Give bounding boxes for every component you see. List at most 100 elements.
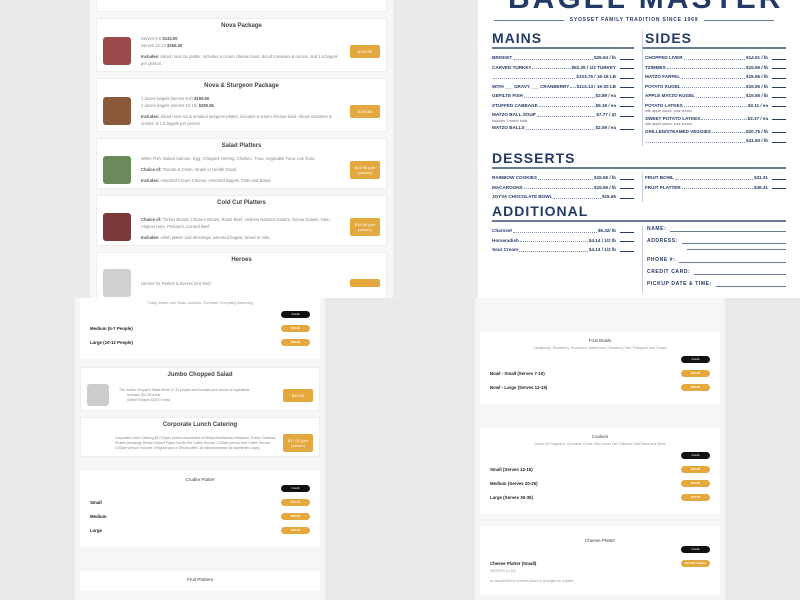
menu-item-name: TZIMMES [645,64,666,70]
form-field: PICKUP DATE & TIME: [647,281,786,287]
quantity-blank[interactable] [772,101,786,107]
menu-item: WITH ___ GRAVY ___ CRANBERRY $114.13 / 16… [492,82,634,92]
product-subtitle: Cantaloupe, Strawberry, Honeydew, Waterm… [533,346,667,350]
quantity-blank[interactable] [772,53,786,60]
product-card: Jumbo Chopped Salad The Jumbo Chopped Sal… [80,367,320,411]
add-to-cart-button[interactable]: $59.95 [681,384,710,391]
option-row: Bowl - Small (Serves 7-10) $39.95 [490,370,710,377]
add-to-cart-button[interactable]: $69.99 [281,339,310,346]
option-row: Small $72.12 [90,499,310,506]
menu-item-price: $15.55 / lb [746,83,768,89]
menu-item-price: $36.31 [753,184,768,190]
menu-item-name: Sour Cream [492,247,519,252]
add-to-cart-button[interactable]: $82.95 [281,513,310,520]
menu-item-name: JOYVA CHOCOLATE BOWL [492,194,553,199]
quantity-blank[interactable] [620,53,634,60]
order-button[interactable]: $45.00 [283,388,313,402]
mains-title: MAINS [492,31,634,49]
quantity-blank[interactable] [620,101,634,107]
quantity-blank[interactable] [620,91,634,98]
form-blank[interactable] [681,238,786,244]
menu-item-price: $15.55 / lb [746,93,768,98]
line-price: $159.50 [194,96,210,101]
order-button[interactable]: $17.00 (per person) [283,434,313,452]
order-button[interactable]: $19.96 (per person) [350,160,380,179]
quantity-blank[interactable] [772,72,786,79]
credit-button[interactable]: Credit [681,452,710,459]
add-to-cart-button[interactable]: $93.30 [281,527,310,534]
product-title: Fruit Bowls [588,338,612,343]
option-label: Large [90,528,102,533]
menu-item-price: $3.37 / ea [747,115,768,121]
add-to-cart-button[interactable]: $39.95 [681,466,710,473]
option-label: Small [90,500,102,505]
add-to-cart-button[interactable]: $63.00 / Platter [681,560,710,567]
add-to-cart-button[interactable]: $61.50 [681,480,710,487]
form-blank[interactable] [694,269,786,275]
menu-item: POTATO LATKES $3.11 / ea [645,101,786,111]
product-card: Heroes Heroes for Parties & Events (3-6 f… [96,252,387,298]
quantity-blank[interactable] [620,72,634,79]
order-button[interactable] [350,279,380,287]
quantity-blank[interactable] [620,245,634,252]
credit-button[interactable]: Credit [281,311,310,318]
product-title: Cheese Platter [584,538,616,543]
menu-item: STUFFED CABBAGE $5.19 / ea [492,101,634,111]
menu-item-price: $25.94 / lb [594,55,616,60]
quantity-blank[interactable] [620,236,634,242]
form-field: PHONE #: [647,257,786,263]
product-title: Heroes [231,257,252,263]
form-blank[interactable] [679,257,786,263]
option-label: Medium (5-7 People) [90,326,133,331]
menu-item: APPLE MATZO KUGEL $15.55 / lb [645,91,786,101]
credit-button[interactable]: Credit [681,356,710,363]
menu-item: MATZO BALLS $2.59 / ea [492,123,634,133]
quantity-blank[interactable] [620,226,634,233]
order-button[interactable]: $143.00 [350,44,380,58]
add-to-cart-button[interactable]: $49.99 [281,325,310,332]
product-card: Corporate Lunch Catering Corporate Lunch … [80,417,320,457]
order-button[interactable]: $159.50 [350,104,380,118]
product-card: Cookies Choice of: Rugelach, Chocolate Ch… [480,428,720,514]
menu-item-price: $4.14 / 1/2 lb [588,237,616,243]
product-image [103,212,131,241]
quantity-blank[interactable] [620,110,634,117]
form-blank[interactable] [715,281,786,287]
quantity-blank[interactable] [772,183,786,189]
menu-item-name: Charoset [492,228,512,233]
option-row: Large (Serves 30-35) $73.63 [490,494,710,501]
add-to-cart-button[interactable]: $73.63 [681,494,710,501]
product-description: Serves 6-8 $143.00 Serves 12-15 $256.30 In… [141,35,344,67]
form-label: PHONE #: [647,257,676,263]
menu-item: CHOPPED LIVER $14.51 / lb [645,53,786,63]
quantity-blank[interactable] [772,127,786,133]
order-button[interactable]: $19.96 (per person) [350,217,380,236]
quantity-blank[interactable] [620,183,634,189]
line-text: White Fish, Baked Salmon, Egg, Chopped H… [141,156,315,161]
quantity-blank[interactable] [772,114,786,120]
add-to-cart-button[interactable]: $39.95 [681,370,710,377]
form-blank[interactable] [670,226,786,232]
quantity-blank[interactable] [620,82,634,88]
product-title: Crudite Platter [185,477,215,482]
quantity-blank[interactable] [620,173,634,180]
add-to-cart-button[interactable]: $72.12 [281,499,310,506]
form-field: CREDIT CARD: [647,269,786,275]
quantity-blank[interactable] [772,63,786,69]
product-title: Jumbo Chopped Salad [167,372,233,378]
quantity-blank[interactable] [620,192,634,199]
menu-item-price: $31.31 [753,175,768,180]
quantity-blank[interactable] [772,136,786,143]
quantity-blank[interactable] [772,82,786,88]
quantity-blank[interactable] [772,91,786,98]
quantity-blank[interactable] [620,123,634,130]
quantity-blank[interactable] [772,173,786,180]
credit-button[interactable]: Credit [681,546,710,553]
menu-item-name: CHOPPED LIVER [645,55,683,60]
credit-button[interactable]: Credit [281,485,310,492]
form-label: ADDRESS: [647,238,678,244]
line-text: Serves 6-8 [141,36,163,41]
option-label: Cheese Platter (Small) [490,561,537,566]
quantity-blank[interactable] [620,63,634,69]
menu-item-name: STUFFED CABBAGE [492,102,538,108]
